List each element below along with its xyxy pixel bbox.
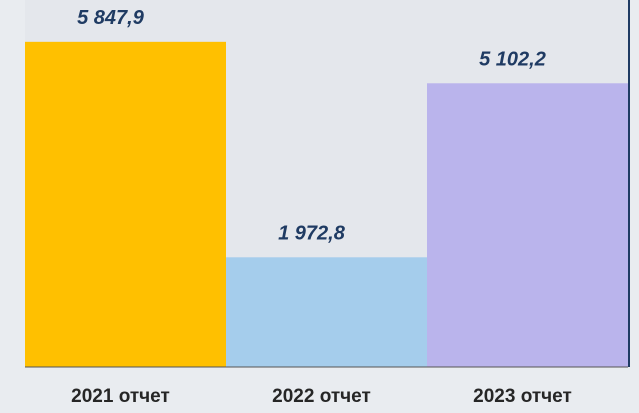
bar (226, 257, 427, 367)
bar (427, 83, 628, 368)
value-label: 1 972,8 (278, 223, 346, 245)
value-label: 5 102,2 (479, 49, 546, 71)
bar (25, 41, 226, 367)
x-tick-label: 2021 отчет (71, 386, 170, 407)
x-tick-label: 2022 отчет (272, 386, 371, 407)
value-label: 5 847,9 (77, 7, 145, 29)
x-tick-label: 2023 отчет (473, 386, 572, 407)
